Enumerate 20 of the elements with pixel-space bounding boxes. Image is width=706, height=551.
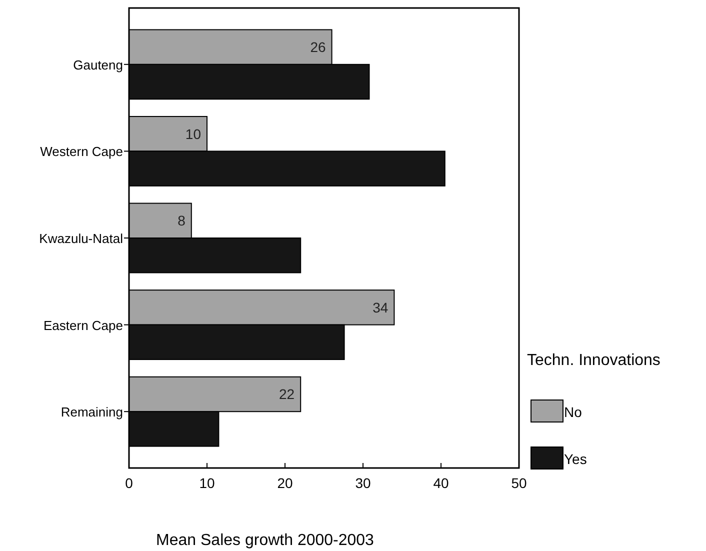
x-tick-label: 0 <box>125 475 134 491</box>
data-label: 10 <box>185 126 202 142</box>
x-tick-label: 10 <box>199 475 215 491</box>
data-label: 26 <box>310 39 326 56</box>
y-tick-label: Remaining <box>60 404 123 420</box>
legend-label: Yes <box>564 451 587 467</box>
y-tick-label: Western Cape <box>40 144 123 160</box>
x-tick-label: 50 <box>511 475 527 491</box>
x-axis-title: Mean Sales growth 2000-2003 <box>156 532 374 549</box>
x-tick-label: 40 <box>433 475 449 491</box>
legend-label: No <box>564 404 582 420</box>
y-tick-label: Kwazulu-Natal <box>39 231 124 246</box>
data-label: 8 <box>178 212 186 229</box>
x-tick-label: 20 <box>277 475 293 491</box>
y-tick-label: Gauteng <box>73 57 123 72</box>
data-label: 34 <box>372 299 388 316</box>
legend-title: Techn. Innovations <box>527 352 660 369</box>
data-label: 22 <box>279 386 295 402</box>
y-tick-label: Eastern Cape <box>44 318 123 333</box>
x-tick-label: 30 <box>355 475 371 491</box>
